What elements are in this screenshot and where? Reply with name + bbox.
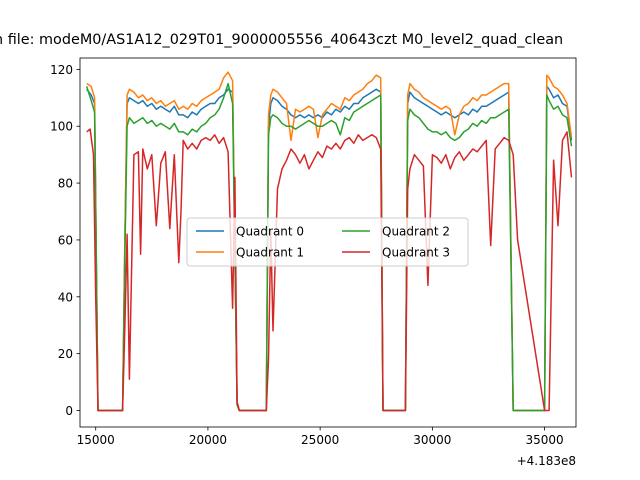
y-tick-label: 20 xyxy=(58,347,73,361)
y-tick-label: 40 xyxy=(58,290,73,304)
x-axis: 15000 20000 25000 30000 35000 xyxy=(77,427,564,447)
x-tick-label: 15000 xyxy=(77,433,115,447)
x-tick-label: 30000 xyxy=(413,433,451,447)
x-offset-label: +4.183e8 xyxy=(517,454,576,468)
chart-title: n file: modeM0/AS1A12_029T01_9000005556_… xyxy=(0,32,563,48)
x-tick-label: 35000 xyxy=(525,433,563,447)
series-line-0 xyxy=(86,85,573,412)
series-line-1 xyxy=(86,71,573,412)
legend-label-1: Quadrant 1 xyxy=(236,246,304,260)
x-tick-label: 25000 xyxy=(301,433,339,447)
y-tick-label: 0 xyxy=(65,404,73,418)
legend-label-0: Quadrant 0 xyxy=(236,225,304,239)
series-line-2 xyxy=(85,82,573,412)
legend-label-3: Quadrant 3 xyxy=(382,246,450,260)
series-line-3 xyxy=(86,128,573,412)
plot-frame xyxy=(79,57,577,428)
y-tick-label: 60 xyxy=(58,233,73,247)
series-layer xyxy=(85,71,573,412)
x-tick-label: 20000 xyxy=(189,433,227,447)
y-tick-label: 120 xyxy=(50,63,73,77)
y-tick-label: 100 xyxy=(50,120,73,134)
legend-box xyxy=(186,217,469,267)
legend: Quadrant 0 Quadrant 1 Quadrant 2 Quadrant 3 xyxy=(186,217,469,267)
y-tick-label: 80 xyxy=(58,177,73,191)
y-axis: 0 20 40 60 80 100 120 xyxy=(50,63,80,418)
legend-label-2: Quadrant 2 xyxy=(382,225,450,239)
